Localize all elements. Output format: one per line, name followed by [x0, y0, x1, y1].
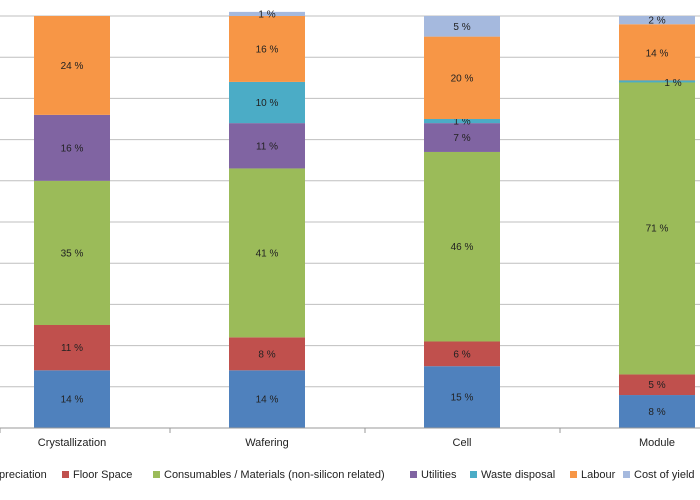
- bar-segment-cell-depreciation: [424, 366, 500, 428]
- data-label: 11 %: [61, 343, 83, 354]
- x-tick-label: Wafering: [245, 437, 289, 449]
- legend-label-consumables-materials-non-silicon-related: Consumables / Materials (non-silicon rel…: [164, 469, 385, 481]
- x-tick-label: Cell: [453, 437, 472, 449]
- data-label: 20 %: [451, 73, 474, 84]
- data-label: 1 %: [258, 9, 275, 20]
- bar-segment-module-labour: [619, 24, 695, 82]
- data-label: 6 %: [453, 349, 470, 360]
- data-label: 2 %: [648, 16, 665, 27]
- data-label: 11 %: [256, 141, 278, 152]
- data-label: 7 %: [453, 133, 470, 144]
- data-label: 8 %: [258, 349, 275, 360]
- bars: 14 % 11 % 35 % 16 % 24 % 14 % 8 % 41 % 11 % 10 % 1…: [34, 9, 695, 428]
- data-label: 5 %: [453, 22, 470, 33]
- bar-segment-wafering-consumables-materials-non-silicon-related: [229, 168, 305, 338]
- data-label: 5 %: [648, 380, 665, 391]
- data-label: 71 %: [646, 224, 669, 235]
- legend-label-cost-of-yield: Cost of yield: [634, 469, 695, 481]
- bar-segment-wafering-labour: [229, 16, 305, 82]
- bar-segment-crystallization-labour: [34, 16, 110, 115]
- legend-label-floor-space: Floor Space: [73, 469, 132, 481]
- bar-segment-cell-utilities: [424, 123, 500, 152]
- data-label: 16 %: [256, 44, 279, 55]
- bar-segment-cell-labour: [424, 36, 500, 119]
- bar-segment-module-cost-of-yield: [619, 16, 695, 25]
- data-label: 35 %: [61, 248, 84, 259]
- bar-segment-module-consumables-materials-non-silicon-related: [619, 81, 695, 375]
- bar-segment-wafering-cost-of-yield: [229, 11, 305, 16]
- bar-segment-module-floor-space: [619, 374, 695, 396]
- gridlines: [0, 15, 700, 429]
- legend-label-waste-disposal: Waste disposal: [481, 469, 555, 481]
- legend-swatch-cost-of-yield: [623, 471, 630, 478]
- legend-label-depreciation: Depreciation: [0, 469, 47, 481]
- legend-swatch-consumables-materials-non-silicon-related: [153, 471, 160, 478]
- data-label: 46 %: [451, 242, 474, 253]
- x-tick-label: Module: [639, 437, 675, 449]
- bar-segment-crystallization-utilities: [34, 114, 110, 181]
- data-label: 41 %: [256, 248, 279, 259]
- bar-segment-cell-cost-of-yield: [424, 16, 500, 37]
- legend-swatch-labour: [570, 471, 577, 478]
- bar-segment-cell-waste-disposal: [424, 119, 500, 124]
- bar-segment-cell-floor-space: [424, 341, 500, 367]
- bar-segment-wafering-floor-space: [229, 337, 305, 371]
- data-label: 24 %: [61, 61, 84, 72]
- bar-segment-crystallization-depreciation: [34, 370, 110, 428]
- legend: Depreciation Floor Space Consumables / Mat…: [0, 469, 695, 481]
- bar-segment-crystallization-floor-space: [34, 325, 110, 371]
- data-label: 1 %: [453, 117, 470, 128]
- legend-label-utilities: Utilities: [421, 469, 457, 481]
- data-label: 14 %: [256, 395, 279, 406]
- bar-segment-crystallization-consumables-materials-non-silicon-related: [34, 180, 110, 325]
- data-label: 8 %: [648, 407, 665, 418]
- data-label: 15 %: [451, 393, 474, 404]
- x-axis: Crystallization Wafering Cell Module: [0, 427, 700, 449]
- data-label: 14 %: [61, 395, 84, 406]
- legend-swatch-floor-space: [62, 471, 69, 478]
- legend-label-labour: Labour: [581, 469, 616, 481]
- bar-segment-cell-consumables-materials-non-silicon-related: [424, 151, 500, 342]
- legend-swatch-waste-disposal: [470, 471, 477, 478]
- data-label: 14 %: [646, 49, 669, 60]
- annotation-label: 1 %: [664, 78, 681, 89]
- bar-segment-wafering-waste-disposal: [229, 81, 305, 124]
- legend-swatch-utilities: [410, 471, 417, 478]
- bar-segment-wafering-utilities: [229, 123, 305, 169]
- data-label: 16 %: [61, 143, 84, 154]
- data-label: 10 %: [256, 98, 279, 109]
- bar-segment-wafering-depreciation: [229, 370, 305, 428]
- x-tick-label: Crystallization: [38, 437, 106, 449]
- bar-segment-module-depreciation: [619, 395, 695, 428]
- bar-segment-module-annotation: [619, 80, 695, 83]
